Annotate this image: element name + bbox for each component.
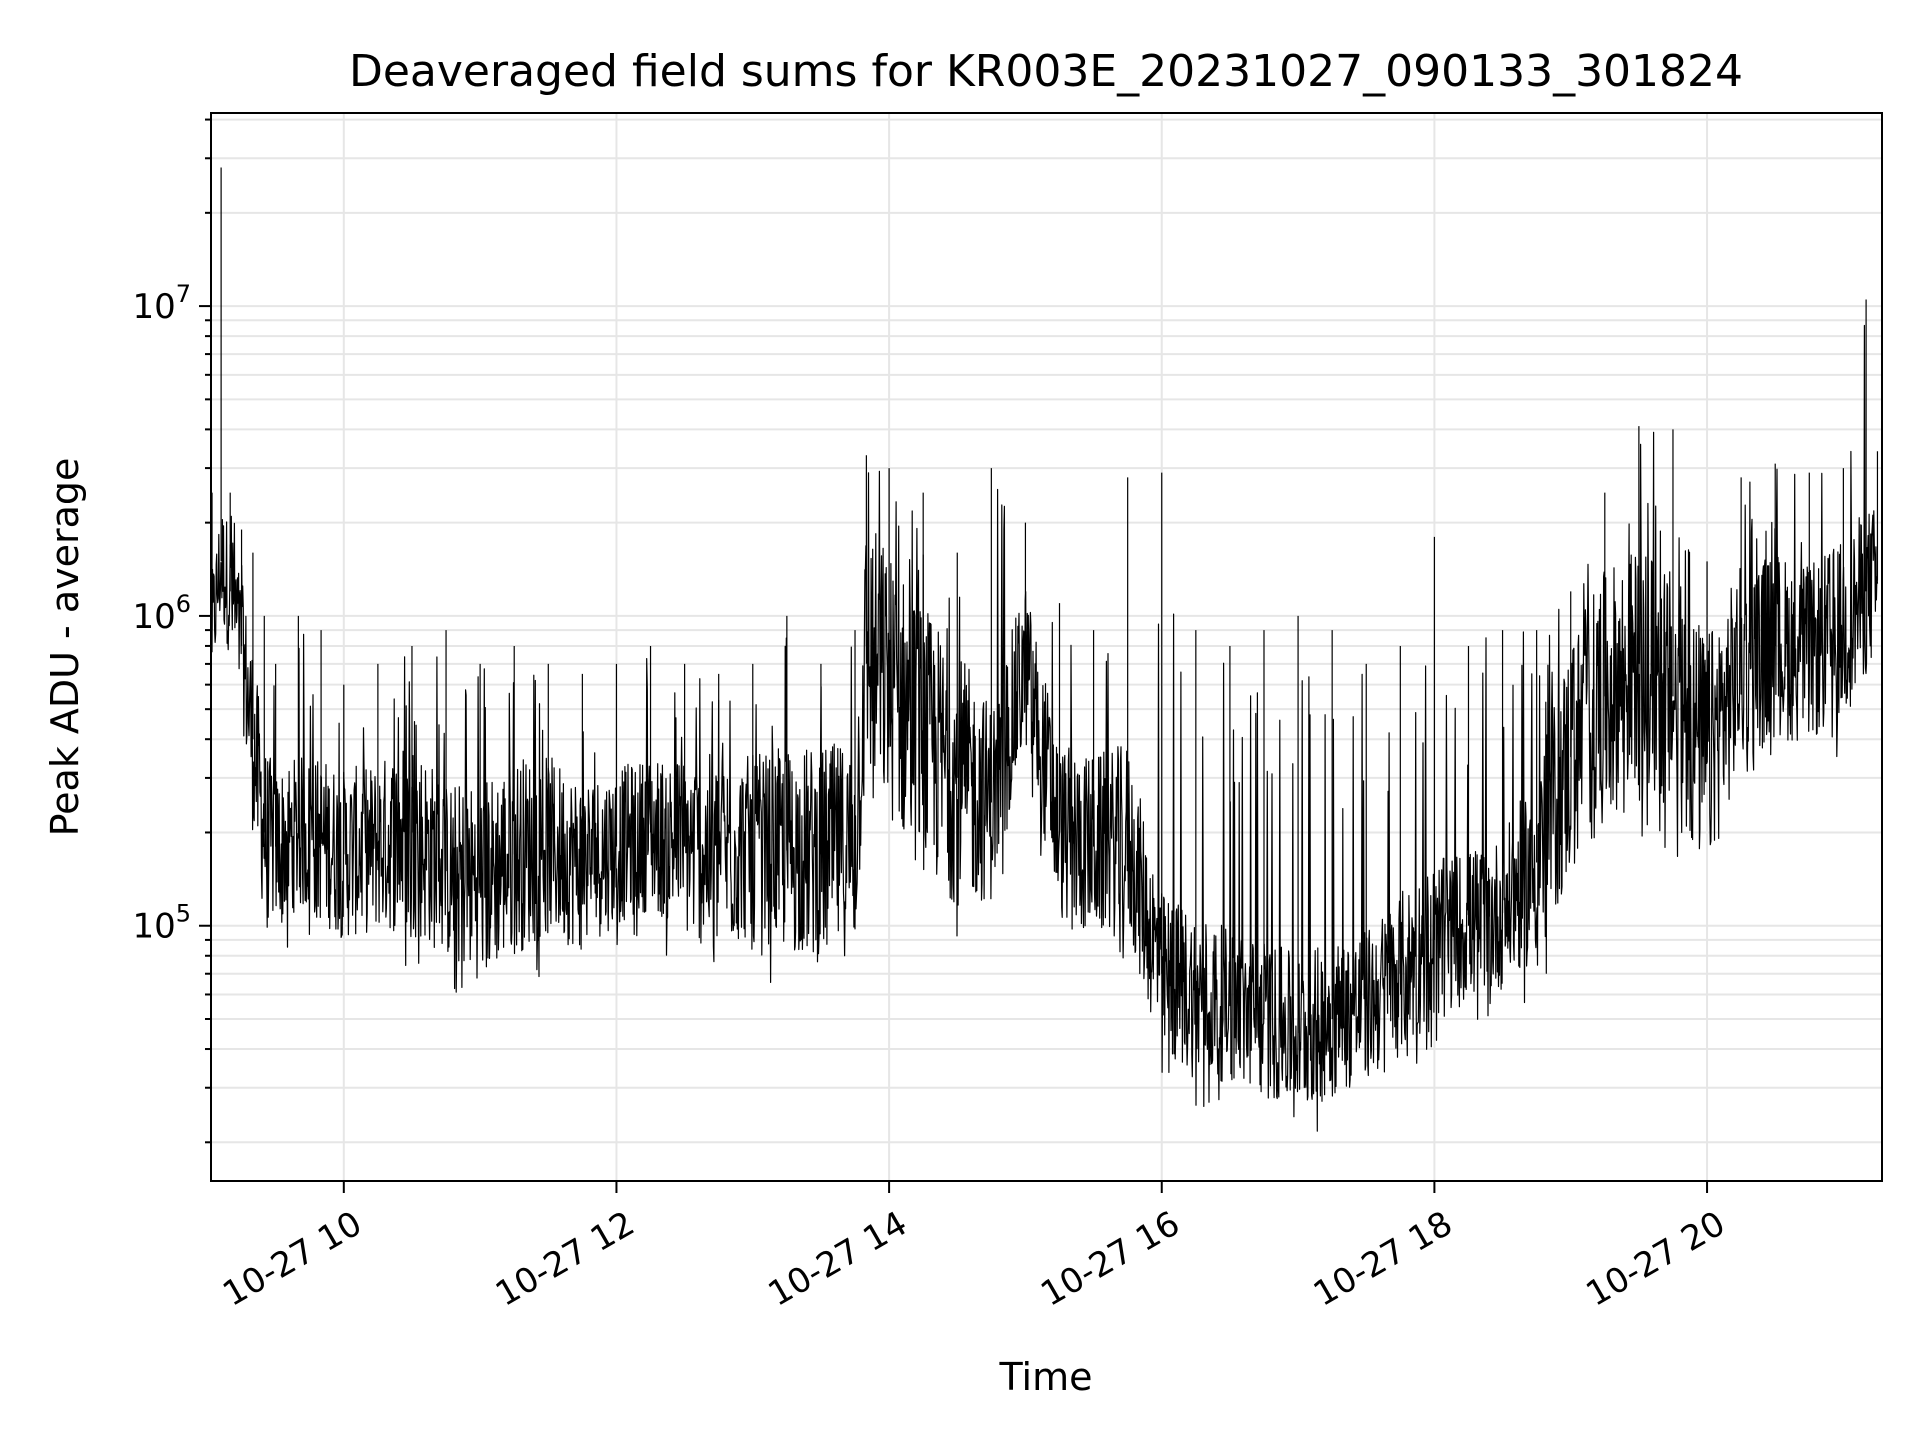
plot-frame [210, 112, 1883, 1182]
y-tick-label-exponent: 5 [176, 900, 191, 928]
x-axis-label: Time [999, 1355, 1093, 1399]
y-tick-label-base: 10 [132, 597, 175, 637]
series-layer [211, 167, 1879, 1132]
y-tick-label-exponent: 7 [176, 280, 191, 308]
y-tick-label: 107 [132, 280, 191, 327]
y-tick-label-exponent: 6 [176, 590, 191, 618]
y-tick-label: 106 [132, 590, 191, 637]
chart-title: Deaveraged field sums for KR003E_2023102… [349, 46, 1743, 97]
series-line [211, 324, 1879, 1132]
y-tick-label: 105 [132, 900, 191, 947]
y-axis-label: Peak ADU - average [43, 458, 87, 837]
y-tick-label-base: 10 [132, 287, 175, 327]
y-tick-label-base: 10 [132, 907, 175, 947]
